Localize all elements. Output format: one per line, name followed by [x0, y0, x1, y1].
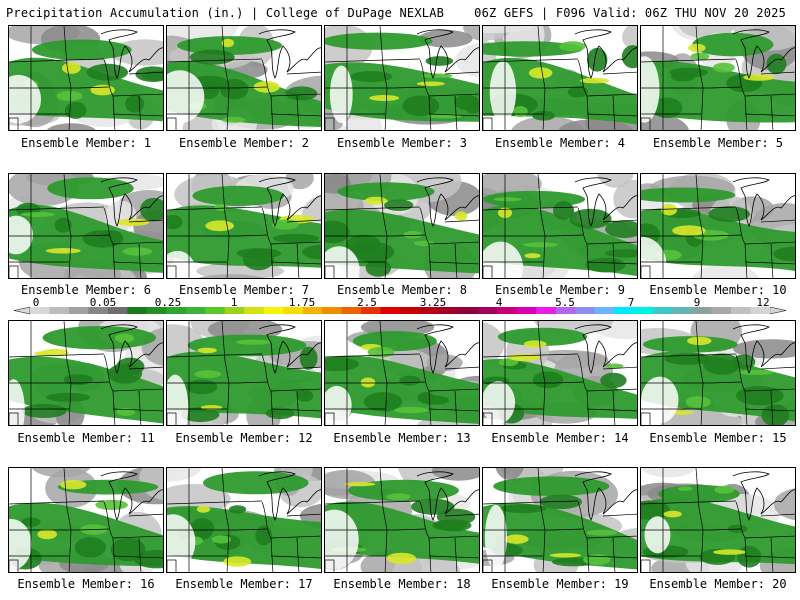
precip-colorbar: 0 0.05 0.25 1 1.75 2.5 3.25 4 5.5 7 9 12 [13, 296, 787, 315]
colorbar-segment [49, 307, 70, 314]
colorbar-tick-label: 0.05 [90, 296, 117, 309]
colorbar-segment [361, 307, 381, 314]
ensemble-member-label: Ensemble Member: 6 [20, 283, 152, 297]
colorbar-tick-label: 5.5 [555, 296, 575, 309]
colorbar-segment [633, 307, 654, 314]
colorbar-tick-label: 2.5 [357, 296, 377, 309]
colorbar-tick-label: 4 [496, 296, 503, 309]
ensemble-member-map [8, 320, 164, 426]
colorbar-tick-label: 12 [756, 296, 769, 309]
ensemble-member-map [166, 320, 322, 426]
colorbar-segment [185, 307, 206, 314]
ensemble-member-map [482, 320, 638, 426]
colorbar-segment [341, 307, 362, 314]
colorbar-segment [458, 307, 479, 314]
ensemble-member-label: Ensemble Member: 11 [17, 431, 155, 445]
ensemble-member-map [8, 467, 164, 573]
colorbar-tick-label: 9 [694, 296, 701, 309]
colorbar-segment [575, 307, 596, 314]
colorbar-segment [477, 307, 498, 314]
colorbar-segment [88, 307, 109, 314]
colorbar-segment [283, 307, 303, 314]
ensemble-member-map [482, 25, 638, 131]
ensemble-member-label: Ensemble Member: 13 [333, 431, 471, 445]
colorbar-segment [672, 307, 693, 314]
ensemble-member-map [482, 173, 638, 279]
chart-title: Precipitation Accumulation (in.) | Colle… [6, 6, 445, 20]
ensemble-member-map [324, 25, 480, 131]
colorbar-segment [536, 307, 557, 314]
ensemble-member-label: Ensemble Member: 2 [178, 136, 310, 150]
ensemble-member-map [8, 25, 164, 131]
colorbar-segment [30, 307, 50, 314]
colorbar-tick-label: 0 [33, 296, 40, 309]
ensemble-member-label: Ensemble Member: 15 [649, 431, 787, 445]
colorbar-tick-label: 1.75 [289, 296, 316, 309]
ensemble-member-label: Ensemble Member: 19 [491, 577, 629, 591]
colorbar-segment [692, 307, 712, 314]
ensemble-member-label: Ensemble Member: 18 [333, 577, 471, 591]
colorbar-segment [555, 307, 576, 314]
colorbar-segment [400, 307, 420, 314]
ensemble-member-label: Ensemble Member: 14 [491, 431, 629, 445]
colorbar-segment [731, 307, 751, 314]
ensemble-member-label: Ensemble Member: 5 [652, 136, 784, 150]
ensemble-member-map [324, 467, 480, 573]
colorbar-tick-label: 1 [231, 296, 238, 309]
ensemble-member-map [640, 467, 796, 573]
colorbar-segment [594, 307, 615, 314]
colorbar-segment [438, 307, 459, 314]
ensemble-member-map [324, 320, 480, 426]
ensemble-member-label: Ensemble Member: 10 [649, 283, 787, 297]
ensemble-member-label: Ensemble Member: 3 [336, 136, 468, 150]
ensemble-member-label: Ensemble Member: 17 [175, 577, 313, 591]
colorbar-segment [750, 307, 771, 314]
colorbar-segment [146, 307, 167, 314]
ensemble-member-label: Ensemble Member: 20 [649, 577, 787, 591]
colorbar-segment [205, 307, 226, 314]
ensemble-member-label: Ensemble Member: 4 [494, 136, 626, 150]
ensemble-member-map [640, 173, 796, 279]
colorbar-segment [380, 307, 401, 314]
colorbar-segment [127, 307, 148, 314]
ensemble-member-map [640, 320, 796, 426]
colorbar-segment [419, 307, 440, 314]
colorbar-segment [653, 307, 673, 314]
colorbar-tick-label: 0.25 [155, 296, 182, 309]
colorbar-segment [107, 307, 128, 314]
model-run-info: 06Z GEFS | F096 Valid: 06Z THU NOV 20 20… [474, 6, 786, 20]
colorbar-segment [244, 307, 264, 314]
ensemble-member-map [482, 467, 638, 573]
ensemble-member-label: Ensemble Member: 8 [336, 283, 468, 297]
colorbar-segment [224, 307, 245, 314]
ensemble-member-map [166, 467, 322, 573]
ensemble-member-map [640, 25, 796, 131]
colorbar-tick-label: 7 [628, 296, 635, 309]
ensemble-member-label: Ensemble Member: 12 [175, 431, 313, 445]
colorbar-segment [302, 307, 323, 314]
ensemble-member-label: Ensemble Member: 9 [494, 283, 626, 297]
colorbar-segment [711, 307, 732, 314]
colorbar-segment [322, 307, 342, 314]
colorbar-segment [516, 307, 537, 314]
ensemble-member-map [8, 173, 164, 279]
ensemble-member-map [324, 173, 480, 279]
ensemble-member-label: Ensemble Member: 1 [20, 136, 152, 150]
colorbar-segment [497, 307, 518, 314]
colorbar-tick-label: 3.25 [420, 296, 447, 309]
colorbar-segment [68, 307, 89, 314]
colorbar-segment [166, 307, 187, 314]
ensemble-member-label: Ensemble Member: 16 [17, 577, 155, 591]
ensemble-member-map [166, 173, 322, 279]
ensemble-member-label: Ensemble Member: 7 [178, 283, 310, 297]
colorbar-segment [614, 307, 634, 314]
ensemble-member-map [166, 25, 322, 131]
colorbar-segment [263, 307, 284, 314]
